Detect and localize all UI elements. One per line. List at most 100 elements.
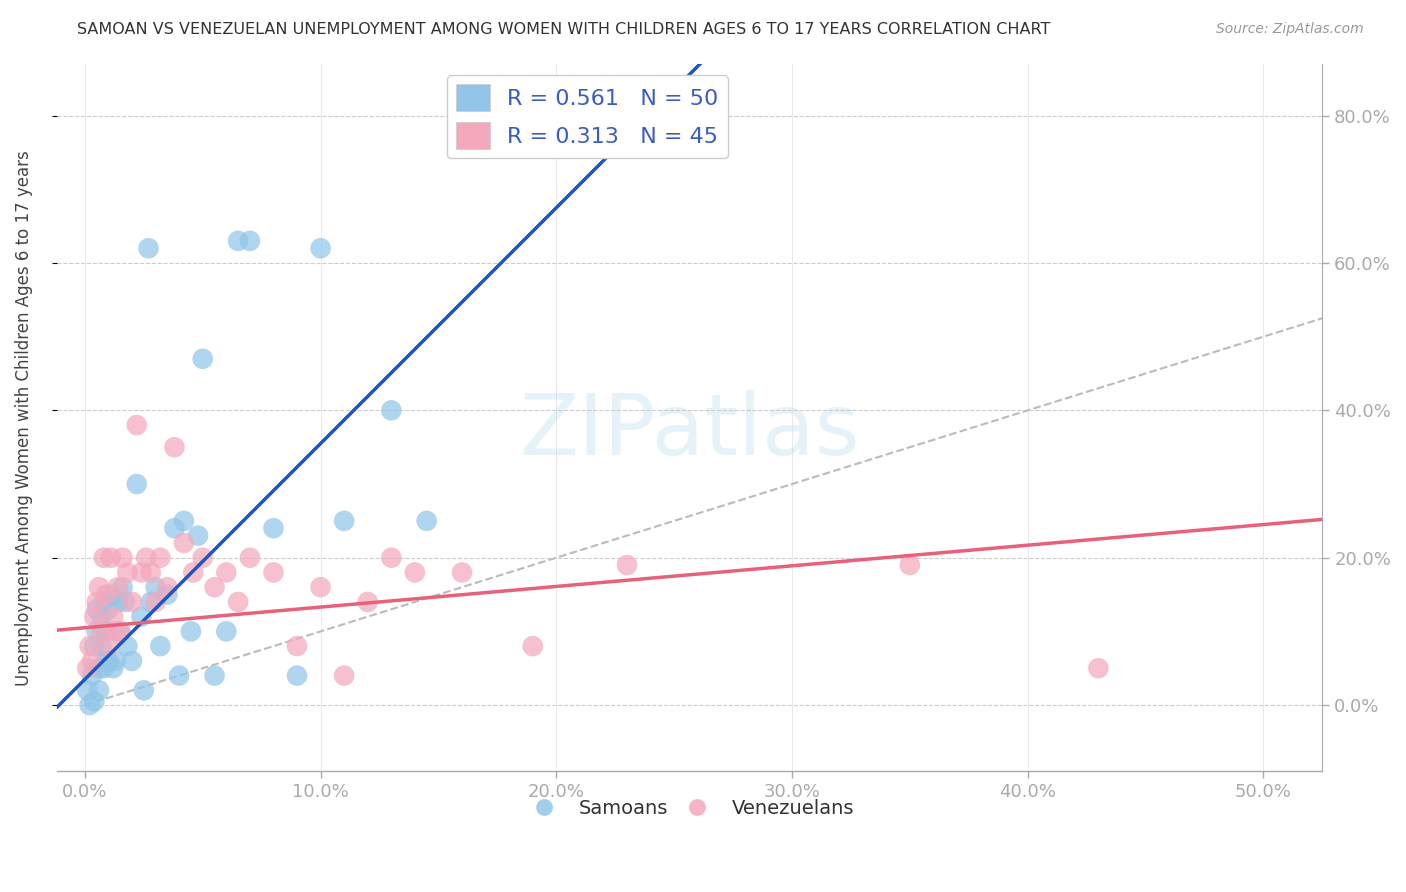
Point	[101, 609, 124, 624]
Point	[90, 639, 112, 653]
Point	[100, 588, 122, 602]
Point	[93, 595, 115, 609]
Point	[107, 580, 129, 594]
Point	[309, 580, 332, 594]
Point	[215, 624, 238, 639]
Point	[100, 550, 122, 565]
Point	[93, 550, 115, 565]
Point	[149, 550, 172, 565]
Point	[138, 241, 160, 255]
Point	[86, 624, 108, 639]
Point	[114, 595, 136, 609]
Point	[125, 477, 148, 491]
Point	[191, 550, 214, 565]
Point	[380, 403, 402, 417]
Point	[90, 609, 112, 624]
Point	[204, 580, 226, 594]
Point	[173, 514, 195, 528]
Point	[110, 624, 132, 639]
Point	[87, 580, 110, 594]
Point	[285, 668, 308, 682]
Point	[380, 550, 402, 565]
Point	[104, 654, 127, 668]
Point	[451, 566, 474, 580]
Point	[94, 654, 117, 668]
Point	[404, 566, 426, 580]
Point	[94, 588, 117, 602]
Point	[107, 595, 129, 609]
Point	[117, 639, 139, 653]
Point	[83, 694, 105, 708]
Point	[79, 698, 101, 712]
Point	[87, 683, 110, 698]
Legend: Samoans, Venezuelans: Samoans, Venezuelans	[516, 791, 862, 825]
Point	[204, 668, 226, 682]
Point	[239, 234, 262, 248]
Point	[262, 521, 284, 535]
Point	[145, 595, 167, 609]
Point	[285, 639, 308, 653]
Point	[163, 521, 186, 535]
Point	[117, 566, 139, 580]
Point	[187, 528, 209, 542]
Point	[79, 639, 101, 653]
Point	[333, 514, 356, 528]
Point	[156, 588, 179, 602]
Point	[86, 595, 108, 609]
Point	[104, 624, 127, 639]
Point	[121, 654, 143, 668]
Point	[616, 558, 638, 573]
Point	[156, 580, 179, 594]
Point	[87, 661, 110, 675]
Point	[180, 624, 202, 639]
Point	[97, 639, 120, 653]
Text: ZIPatlas: ZIPatlas	[519, 391, 860, 474]
Point	[135, 550, 157, 565]
Point	[110, 624, 132, 639]
Point	[111, 550, 134, 565]
Point	[898, 558, 921, 573]
Point	[131, 566, 153, 580]
Point	[173, 536, 195, 550]
Point	[149, 639, 172, 653]
Point	[167, 668, 190, 682]
Point	[145, 580, 167, 594]
Point	[121, 595, 143, 609]
Point	[93, 661, 115, 675]
Point	[125, 418, 148, 433]
Point	[97, 654, 120, 668]
Point	[415, 514, 437, 528]
Point	[131, 609, 153, 624]
Point	[76, 683, 98, 698]
Point	[191, 351, 214, 366]
Point	[181, 566, 204, 580]
Point	[90, 624, 112, 639]
Point	[163, 440, 186, 454]
Point	[83, 609, 105, 624]
Point	[226, 595, 249, 609]
Point	[309, 241, 332, 255]
Y-axis label: Unemployment Among Women with Children Ages 6 to 17 years: Unemployment Among Women with Children A…	[15, 150, 32, 686]
Point	[333, 668, 356, 682]
Point	[522, 639, 544, 653]
Point	[357, 595, 380, 609]
Point	[215, 566, 238, 580]
Point	[139, 595, 162, 609]
Text: Source: ZipAtlas.com: Source: ZipAtlas.com	[1216, 22, 1364, 37]
Point	[111, 580, 134, 594]
Point	[1087, 661, 1109, 675]
Point	[86, 602, 108, 616]
Point	[139, 566, 162, 580]
Point	[97, 602, 120, 616]
Point	[94, 624, 117, 639]
Point	[262, 566, 284, 580]
Point	[101, 661, 124, 675]
Point	[132, 683, 155, 698]
Point	[226, 234, 249, 248]
Point	[83, 639, 105, 653]
Point	[239, 550, 262, 565]
Text: SAMOAN VS VENEZUELAN UNEMPLOYMENT AMONG WOMEN WITH CHILDREN AGES 6 TO 17 YEARS C: SAMOAN VS VENEZUELAN UNEMPLOYMENT AMONG …	[77, 22, 1050, 37]
Point	[76, 661, 98, 675]
Point	[80, 668, 103, 682]
Point	[80, 654, 103, 668]
